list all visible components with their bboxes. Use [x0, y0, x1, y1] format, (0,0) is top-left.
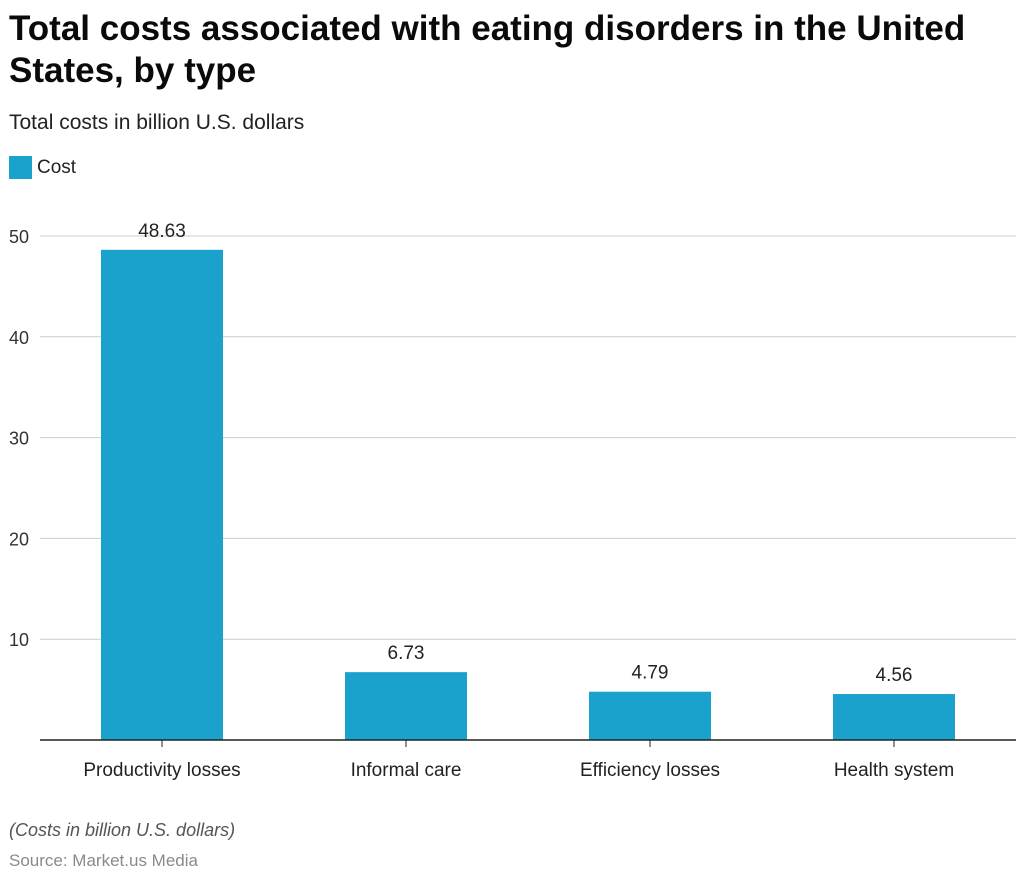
- bar: [833, 694, 955, 740]
- bar: [589, 691, 711, 740]
- x-tick-label: Informal care: [351, 760, 462, 781]
- legend: Cost: [9, 156, 76, 179]
- data-label: 4.56: [876, 665, 913, 686]
- data-label: 4.79: [632, 663, 669, 684]
- x-tick-label: Productivity losses: [83, 760, 240, 781]
- y-tick-label: 10: [9, 630, 29, 650]
- y-tick-label: 20: [9, 529, 29, 549]
- y-tick-label: 40: [9, 328, 29, 348]
- bar-chart: 10 20 30 40 50 48.63 Productivity losses 6.73 In…: [9, 221, 1016, 781]
- legend-label: Cost: [37, 156, 77, 178]
- chart-title: Total costs associated with eating disor…: [9, 9, 966, 90]
- source-note: Source: Market.us Media: [9, 851, 198, 870]
- chart-subtitle: Total costs in billion U.S. dollars: [9, 111, 305, 134]
- x-tick-label: Health system: [834, 760, 954, 781]
- bar: [345, 672, 467, 740]
- y-tick-label: 30: [9, 429, 29, 449]
- footnote: (Costs in billion U.S. dollars): [9, 820, 236, 840]
- data-label: 6.73: [388, 643, 425, 664]
- data-label: 48.63: [138, 221, 186, 242]
- legend-swatch: [9, 156, 32, 179]
- x-tick-label: Efficiency losses: [580, 760, 720, 781]
- bar: [101, 249, 223, 740]
- y-tick-label: 50: [9, 227, 29, 247]
